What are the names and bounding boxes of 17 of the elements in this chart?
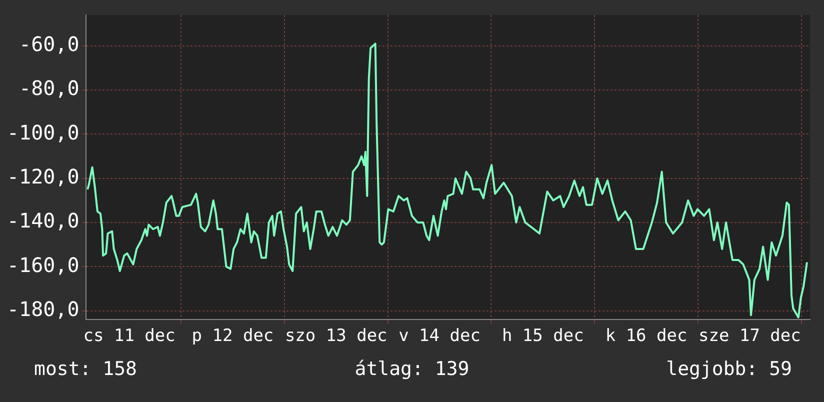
x-tick-label: h 15 dec xyxy=(502,326,584,346)
x-tick-label: cs 11 dec xyxy=(83,326,176,346)
x-tick-label: szo 13 dec xyxy=(284,326,388,346)
y-tick-label: -80,0 xyxy=(19,76,80,100)
y-tick-label: -160,0 xyxy=(6,252,80,277)
x-tick-label: sze 17 dec xyxy=(698,326,801,346)
text: most: 158 xyxy=(34,358,137,380)
text: átlag: 139 xyxy=(354,358,470,380)
x-tick-label: v 14 dec xyxy=(398,326,480,346)
y-tick-label: -180,0 xyxy=(6,296,80,321)
y-tick-label: -60,0 xyxy=(19,32,80,56)
x-tick-label: p 12 dec xyxy=(192,326,274,346)
y-tick-label: -140,0 xyxy=(6,208,80,233)
x-tick-label: k 16 dec xyxy=(605,326,688,346)
text: legjobb: 59 xyxy=(666,358,792,380)
y-tick-label: -120,0 xyxy=(6,164,80,189)
y-tick-label: -100,0 xyxy=(6,120,80,144)
